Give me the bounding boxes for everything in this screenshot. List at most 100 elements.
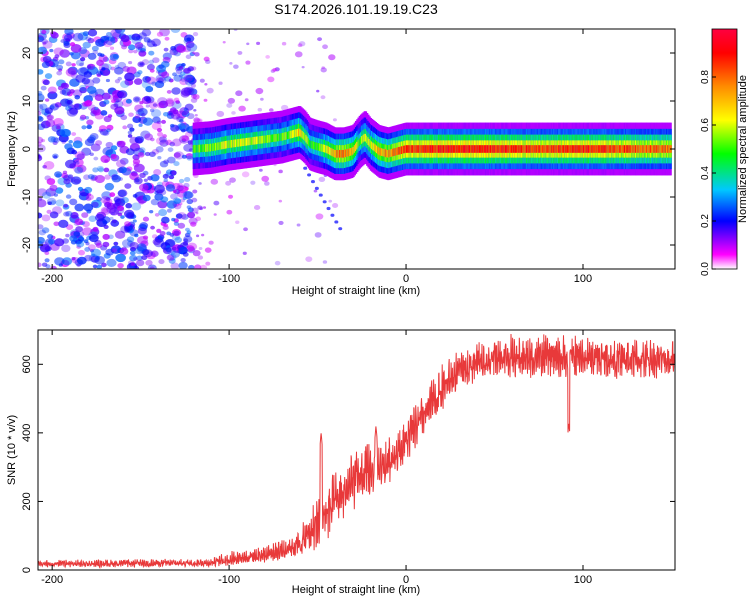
trace-cell [347,148,350,157]
noise-speck [173,151,185,160]
trace-cell [410,145,413,153]
trace-cell [527,145,530,153]
trace-cell [492,145,495,153]
noise-speck [92,77,101,84]
noise-speck [243,227,248,232]
trace-cell [481,145,484,153]
noise-speck [229,62,233,65]
noise-speck [120,225,130,234]
noise-speck [225,180,232,186]
noise-speck [38,197,43,201]
noise-speck [53,221,60,227]
noise-speck [89,152,94,157]
noise-speck [150,198,159,206]
noise-speck [71,149,78,155]
trace-cell [228,140,231,148]
trace-cell [533,145,536,153]
noise-speck [63,40,70,46]
noise-speck [150,109,162,118]
spectrogram-trace [192,106,672,231]
noise-speck [147,39,152,43]
noise-speck [94,255,105,265]
noise-speck [94,94,104,101]
trace-cell [637,145,640,153]
noise-speck [138,200,145,205]
noise-speck [197,205,203,210]
trace-cell [477,145,480,153]
noise-speck [127,134,133,138]
trace-cell [283,132,286,141]
noise-speck [102,130,110,136]
trace-cell [480,145,483,153]
noise-speck [156,31,163,37]
noise-speck [141,29,152,37]
noise-speck [316,89,320,93]
noise-speck [185,153,194,160]
trace-cell [530,145,534,153]
trace-cell [571,145,574,153]
trace-cell [534,145,537,153]
noise-speck [48,238,56,245]
trace-cell [581,145,584,153]
noise-speck [151,122,162,131]
noise-speck [156,228,162,233]
trace-cell [250,137,254,145]
trace-cell [208,143,212,152]
trace-cell [499,145,503,153]
noise-speck [163,223,168,228]
noise-speck [64,159,76,169]
noise-speck [272,68,277,72]
trace-cell [429,145,432,153]
noise-speck [150,225,155,230]
noise-speck [79,87,87,94]
noise-speck [50,136,59,143]
noise-speck [194,114,198,117]
trace-cell [299,128,302,137]
x-tick-label: 100 [574,273,592,285]
trace-cell [485,145,488,153]
trace-cell [419,145,422,153]
y-tick-label: -10 [21,189,33,205]
noise-speck [113,205,125,215]
trace-cell [433,145,436,153]
noise-speck [46,209,52,214]
noise-speck [142,76,151,83]
trace-cell [399,146,402,155]
noise-speck [96,73,102,78]
noise-speck [190,221,197,227]
trace-cell [569,145,572,153]
trace-cell [629,145,633,153]
noise-speck [135,109,145,117]
trace-cell [293,129,296,138]
trace-cell [658,145,661,153]
trace-cell [528,145,531,153]
noise-speck [144,151,151,157]
trace-cell [631,145,634,153]
trace-cell [418,145,421,153]
trace-cell [389,149,392,158]
noise-speck [38,103,44,112]
noise-speck [183,74,193,83]
trace-cell [216,142,219,151]
noise-speck [173,97,180,103]
noise-speck [195,216,202,222]
noise-speck [178,261,188,269]
noise-speck [115,253,126,263]
trace-cell [337,149,340,158]
noise-speck [195,234,200,238]
trace-cell [238,138,241,147]
trace-cell [564,145,567,153]
colorbar-ticks: 0.0 0.2 0.4 0.6 0.8 [700,70,716,276]
noise-speck [65,194,72,199]
noise-speck [93,156,99,161]
noise-speck [294,51,303,58]
noise-speck [172,72,177,77]
noise-speck [38,262,42,268]
noise-speck [167,147,174,152]
trace-cell [226,140,229,149]
trace-cell [271,134,275,143]
noise-speck [75,239,82,245]
noise-speck [141,112,146,117]
noise-speck [41,29,47,34]
trace-cell [229,140,233,148]
